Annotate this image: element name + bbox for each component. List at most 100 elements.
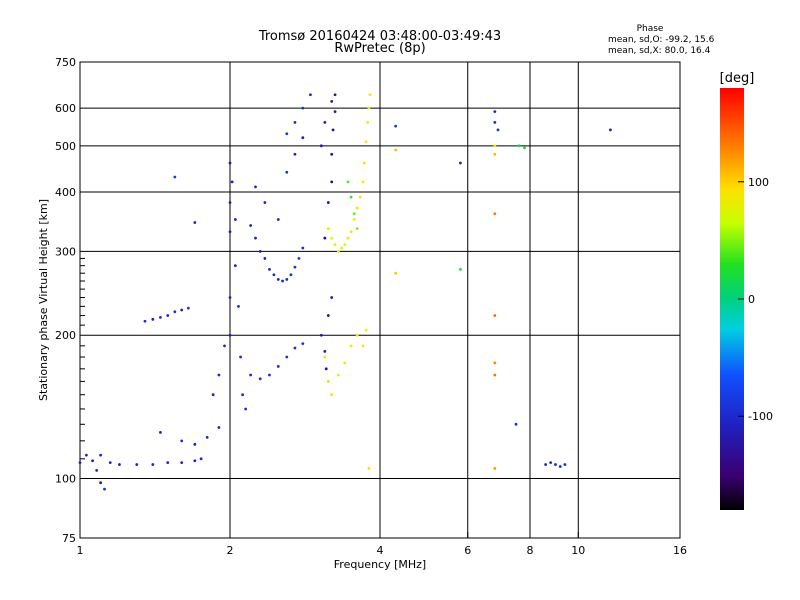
echo-point-x: [326, 227, 330, 231]
echo-point-x: [366, 120, 370, 124]
echo-point-x: [349, 230, 353, 234]
x-tick-label: 16: [673, 544, 687, 557]
echo-point-o: [293, 120, 297, 124]
echo-point-o: [289, 273, 293, 277]
echo-point-x: [364, 140, 368, 144]
echo-point-o: [319, 144, 323, 148]
echo-point-x: [394, 148, 398, 152]
echo-point-o: [193, 442, 197, 446]
echo-point-o: [230, 180, 234, 184]
echo-point-x: [355, 333, 359, 337]
echo-point-o: [549, 461, 553, 465]
echo-point-o: [254, 185, 257, 189]
echo-point-x: [352, 218, 356, 221]
echo-point-o: [493, 110, 497, 114]
echo-point-o: [459, 161, 462, 165]
echo-point-x: [333, 243, 337, 247]
echo-point-o: [330, 99, 334, 103]
echo-point-x: [493, 152, 497, 156]
x-tick-label: 6: [464, 544, 471, 557]
echo-point-o: [514, 422, 518, 426]
echo-point-x: [323, 355, 327, 359]
stats-heading: Phase: [637, 24, 664, 34]
echo-point-o: [281, 279, 284, 283]
echo-point-x: [368, 93, 372, 97]
y-tick-label: 300: [55, 245, 76, 258]
echo-point-o: [135, 463, 139, 466]
echo-point-o: [228, 161, 232, 165]
echo-point-o: [309, 93, 312, 97]
y-tick-label: 400: [55, 186, 76, 199]
echo-point-o: [323, 236, 327, 240]
echo-point-o: [331, 128, 335, 132]
echo-point-x: [361, 344, 365, 348]
echo-point-o: [319, 333, 323, 337]
echo-point-o: [228, 230, 232, 234]
echo-point-o: [205, 436, 209, 439]
echo-point-x: [352, 212, 356, 216]
echo-point-o: [193, 459, 197, 463]
echo-point-x: [362, 161, 366, 165]
echo-point-x: [493, 373, 497, 377]
chart-subtitle: RwPretec (8p): [334, 41, 425, 56]
echo-point-o: [95, 469, 99, 472]
echo-point-x: [336, 373, 340, 377]
echo-point-o: [324, 367, 328, 371]
echo-point-o: [180, 308, 184, 312]
x-tick-label: 1: [77, 544, 84, 557]
echo-point-o: [237, 304, 240, 308]
echo-point-o: [228, 201, 232, 204]
echo-point-o: [285, 355, 289, 359]
x-tick-label: 4: [377, 544, 384, 557]
axis-ticks: 1 2 4 6 8 10 16 75 100 200 300 400 500 600 750: [55, 56, 687, 557]
stats-o-line: mean, sd,O: -99.2, 15.6: [608, 35, 715, 45]
stats-x-line: mean, sd,X: 80.0, 16.4: [608, 46, 711, 56]
chart-title: Tromsø 20160424 03:48:00-03:49:43: [258, 29, 501, 44]
echo-point-o: [293, 265, 297, 269]
echo-point-o: [493, 120, 497, 124]
x-tick-label: 8: [527, 544, 534, 557]
echo-point-o: [285, 170, 289, 174]
echo-point-o: [199, 457, 203, 461]
echo-point-x: [355, 227, 359, 231]
x-axis-label: Frequency [MHz]: [334, 558, 426, 571]
echo-point-x: [493, 361, 497, 365]
echo-point-x: [367, 106, 371, 110]
echo-point-o: [151, 317, 155, 321]
echo-point-o: [276, 218, 280, 221]
echo-point-o: [180, 439, 184, 443]
echo-point-o: [228, 296, 232, 299]
echo-point-x: [493, 144, 497, 148]
echo-point-o: [166, 314, 170, 317]
echo-point-o: [293, 346, 297, 350]
echo-point-o: [263, 201, 267, 204]
x-tick-label: 10: [571, 544, 585, 557]
colorbar-label: [deg]: [720, 71, 755, 86]
echo-point-x: [394, 271, 398, 275]
echo-point-o: [233, 264, 237, 268]
y-tick-label: 100: [55, 473, 76, 486]
echo-point-o: [99, 453, 103, 457]
colorbar-ticks: 100 0 -100: [738, 176, 773, 423]
echo-point-o: [78, 461, 82, 465]
colorbar-tick-label: 0: [748, 293, 755, 306]
y-tick-label: 600: [55, 102, 76, 115]
echo-point-x: [326, 379, 330, 383]
echo-point-o: [249, 224, 253, 227]
echo-point-o: [118, 463, 121, 466]
echo-point-x: [336, 250, 340, 253]
echo-point-o: [326, 314, 330, 317]
echo-point-o: [151, 463, 155, 466]
echo-point-o: [394, 124, 398, 128]
y-tick-label: 200: [55, 329, 76, 342]
echo-point-o: [103, 487, 106, 491]
echo-point-x: [493, 314, 497, 317]
echo-point-x: [349, 344, 353, 348]
echo-point-o: [301, 342, 305, 346]
echo-point-o: [554, 463, 557, 466]
echo-point-o: [297, 257, 301, 260]
echo-point-x: [364, 328, 368, 332]
y-axis-label: Stationary phase Virtual Height [km]: [37, 199, 50, 401]
echo-point-o: [330, 296, 334, 299]
echo-point-o: [563, 463, 567, 466]
